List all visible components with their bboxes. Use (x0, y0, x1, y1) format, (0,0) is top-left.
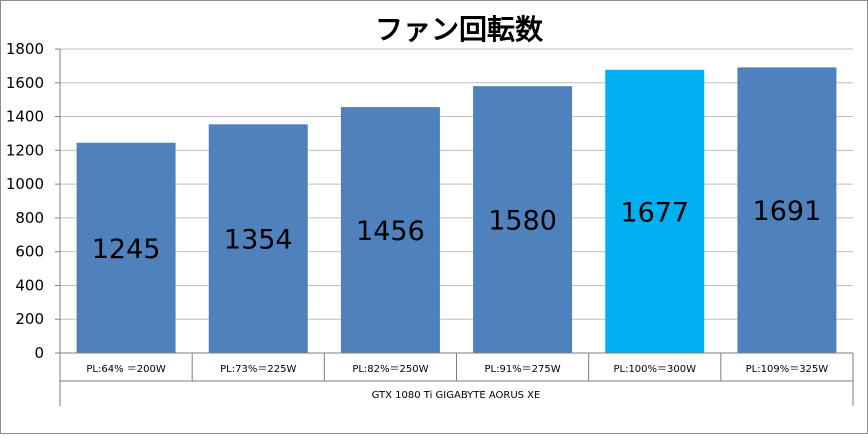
bar (208, 124, 308, 353)
gridlines (60, 48, 853, 320)
y-axis-ticks: 0 200 400 600 800 1000 1200 1400 1600 1800 (6, 40, 44, 362)
x-tick-label: PL:100%＝300W (613, 364, 696, 375)
y-tick-label: 1000 (6, 175, 44, 193)
bar (340, 107, 440, 353)
data-label: 1580 (488, 206, 557, 237)
x-axis-group-label: GTX 1080 Ti GIGABYTE AORUS XE (372, 390, 541, 401)
chart-title: ファン回転数 (375, 13, 544, 46)
y-tick-label: 400 (15, 276, 44, 294)
y-tick-label: 1200 (6, 141, 44, 159)
x-axis-ticks: PL:64% ＝200W PL:73%＝225W PL:82%＝250W PL:91%… (86, 364, 828, 375)
bars: 1245 1354 1456 1580 1677 1691 (76, 67, 837, 354)
x-tick-label: PL:64% ＝200W (86, 364, 165, 375)
axes (55, 48, 854, 406)
bar (76, 142, 176, 353)
y-tick-label: 1600 (6, 74, 44, 92)
y-tick-label: 800 (15, 209, 44, 227)
data-label: 1245 (92, 234, 161, 265)
data-label: 1691 (753, 196, 822, 227)
bar (737, 67, 837, 354)
bar (473, 86, 573, 354)
x-tick-label: PL:91%＝275W (484, 364, 560, 375)
x-tick-label: PL:73%＝225W (220, 364, 296, 375)
bar (605, 69, 705, 354)
y-tick-label: 1800 (6, 40, 44, 58)
data-label: 1456 (356, 216, 425, 247)
y-tick-label: 200 (15, 310, 44, 328)
x-tick-label: PL:82%＝250W (352, 364, 428, 375)
y-tick-label: 1400 (6, 108, 44, 126)
data-label: 1354 (224, 225, 293, 256)
y-tick-label: 600 (15, 243, 44, 261)
y-tick-label: 0 (34, 344, 44, 362)
x-tick-label: PL:109%＝325W (746, 364, 829, 375)
data-label: 1677 (620, 197, 689, 228)
